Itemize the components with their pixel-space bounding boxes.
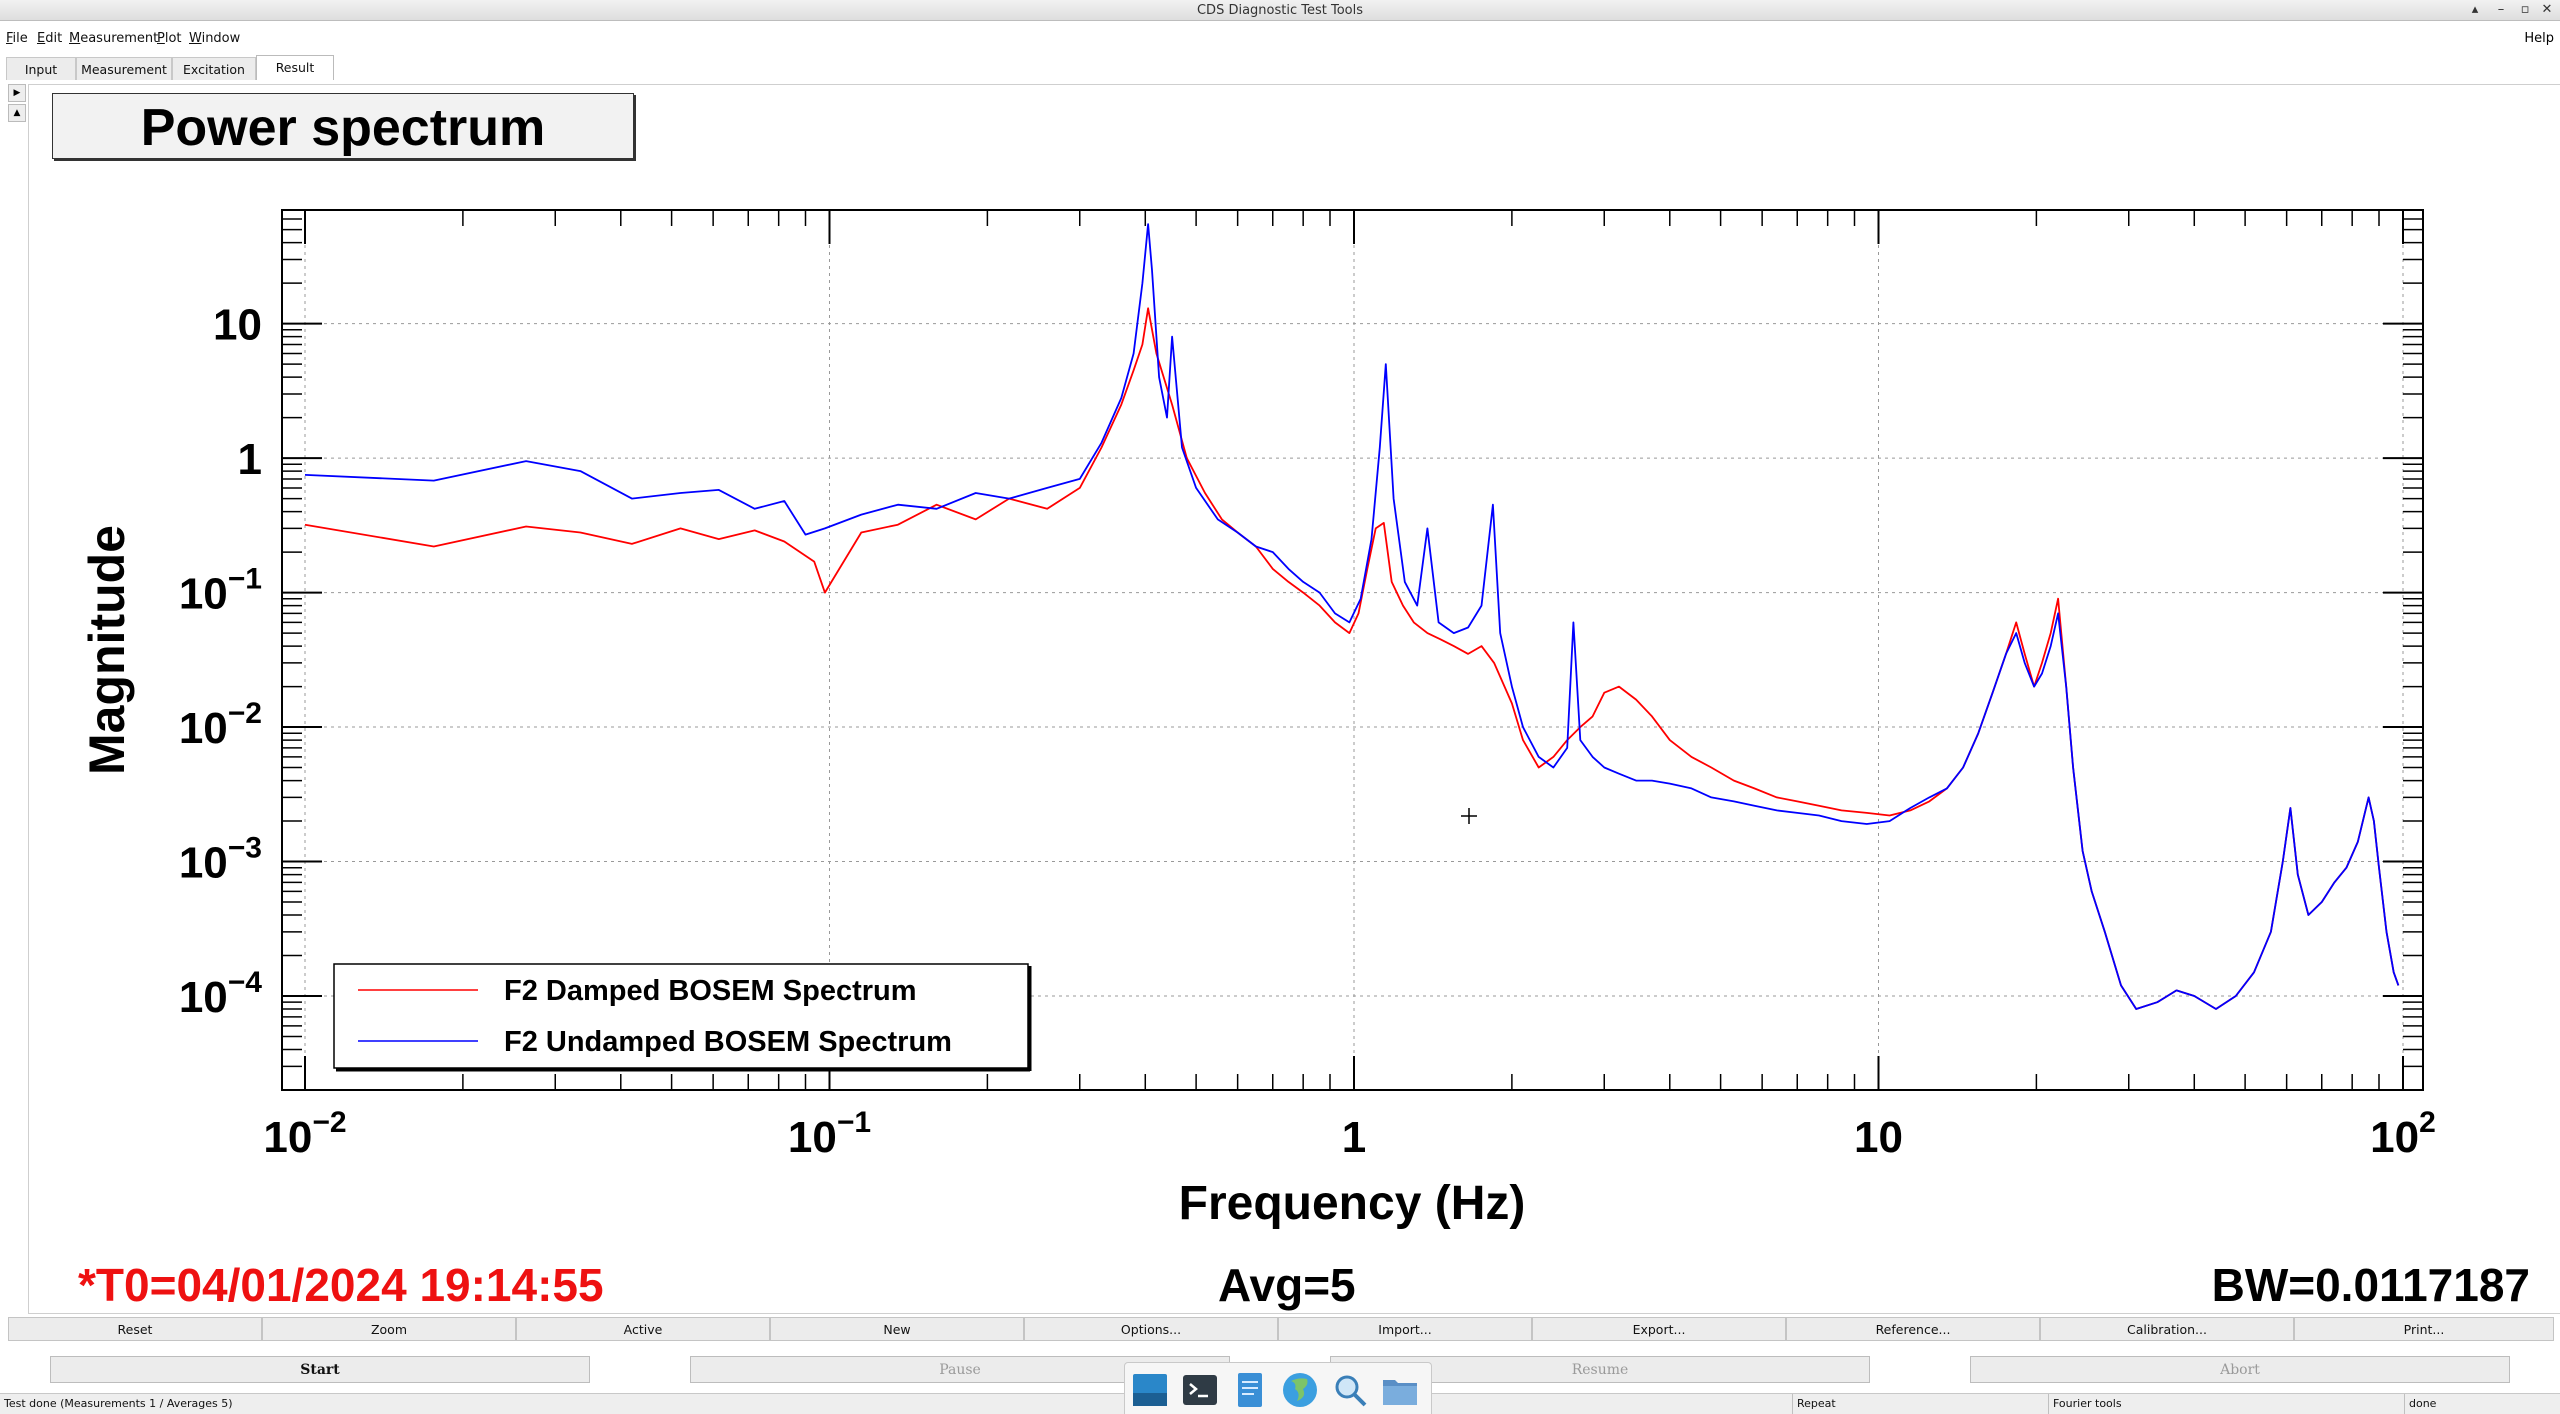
y-tick-label: 10−3 — [179, 832, 262, 888]
tab-excitation[interactable]: Excitation — [172, 57, 256, 80]
tab-result[interactable]: Result — [256, 55, 334, 80]
x-tick-label: 10−2 — [263, 1106, 346, 1162]
x-tick-label: 102 — [2370, 1106, 2436, 1162]
search-icon[interactable] — [1331, 1371, 1369, 1409]
cursor-crosshair-icon — [1461, 808, 1477, 824]
undamped-series-line — [304, 223, 2400, 1010]
t0-timestamp: *T0=04/01/2024 19:14:55 — [78, 1259, 604, 1311]
averages-count: Avg=5 — [1218, 1259, 1356, 1311]
menu-edit[interactable]: Edit — [37, 31, 62, 46]
x-axis-label: Frequency (Hz) — [1179, 1177, 1526, 1230]
plot-button-bar: Reset Zoom Active New Options... Import.… — [8, 1317, 2560, 1342]
reference-button[interactable]: Reference... — [1786, 1317, 2040, 1341]
maximize-window-icon[interactable]: ▫ — [2520, 2, 2530, 17]
import-button[interactable]: Import... — [1278, 1317, 1532, 1341]
status-message: Test done (Measurements 1 / Averages 5) — [4, 1397, 233, 1410]
menu-file-rest: ile — [12, 31, 28, 46]
title-bar: CDS Diagnostic Test Tools ▴ – ▫ ✕ — [0, 0, 2560, 21]
menu-edit-accel: E — [37, 31, 46, 46]
damped-series-line — [304, 307, 2400, 1010]
power-spectrum-plot[interactable]: 10−2 10−1 1 10 102 10−4 10−3 10−2 10−1 1 10 Frequ… — [0, 0, 2560, 1313]
menu-file-accel: F — [6, 31, 13, 46]
menu-plot-rest: lot — [164, 31, 182, 46]
menu-window[interactable]: Window — [189, 31, 240, 46]
y-tick-label: 10−4 — [179, 966, 262, 1022]
menu-bar: File Edit Measurement Plot Window Help — [0, 28, 2560, 50]
run-control-bar: Start Pause Resume Abort — [0, 1356, 2560, 1386]
bandwidth-value: BW=0.0117187 — [2211, 1259, 2530, 1311]
result-panel — [28, 84, 2560, 1314]
new-button[interactable]: New — [770, 1317, 1024, 1341]
menu-measurement-accel: M — [69, 31, 81, 46]
reset-button[interactable]: Reset — [8, 1317, 262, 1341]
expand-arrow-icon[interactable]: ▶ — [8, 84, 26, 102]
legend: F2 Damped BOSEM Spectrum F2 Undamped BOS… — [333, 963, 1032, 1072]
menu-plot[interactable]: Plot — [157, 31, 182, 46]
status-tool: Fourier tools — [2048, 1394, 2403, 1414]
tab-measurement[interactable]: Measurement — [76, 57, 172, 80]
menu-help[interactable]: Help — [2524, 31, 2554, 46]
calibration-button[interactable]: Calibration... — [2040, 1317, 2294, 1341]
minimize-window-icon[interactable]: – — [2497, 2, 2505, 17]
collapse-arrow-icon[interactable]: ▲ — [8, 104, 26, 122]
options-button[interactable]: Options... — [1024, 1317, 1278, 1341]
plot-title-box: Power spectrum — [52, 93, 634, 159]
zoom-button[interactable]: Zoom — [262, 1317, 516, 1341]
shade-window-icon[interactable]: ▴ — [2471, 2, 2479, 17]
terminal-icon[interactable] — [1181, 1371, 1219, 1409]
menu-measurement[interactable]: Measurement — [69, 31, 158, 46]
taskbar-dock — [1124, 1362, 1432, 1414]
abort-button[interactable]: Abort — [1970, 1356, 2510, 1383]
print-button[interactable]: Print... — [2294, 1317, 2554, 1341]
y-tick-label: 1 — [238, 435, 262, 484]
menu-plot-accel: P — [157, 31, 165, 46]
x-tick-label: 10−1 — [788, 1106, 871, 1162]
export-button[interactable]: Export... — [1532, 1317, 1786, 1341]
x-tick-label: 10 — [1854, 1113, 1903, 1162]
plot-frame — [281, 209, 2424, 1091]
web-browser-icon[interactable] — [1281, 1371, 1319, 1409]
desktop-icon[interactable] — [1131, 1371, 1169, 1409]
menu-measurement-rest: easurement — [80, 31, 159, 46]
active-button[interactable]: Active — [516, 1317, 770, 1341]
file-manager-icon[interactable] — [1381, 1371, 1419, 1409]
y-tick-label: 10−1 — [179, 563, 262, 619]
tab-input[interactable]: Input — [6, 57, 76, 80]
menu-window-rest: indow — [201, 31, 241, 46]
y-axis-label: Magnitude — [79, 525, 135, 775]
legend-label-damped: F2 Damped BOSEM Spectrum — [504, 975, 917, 1007]
status-repeat: Repeat — [1792, 1394, 2047, 1414]
status-state: done — [2404, 1394, 2559, 1414]
start-button[interactable]: Start — [50, 1356, 590, 1383]
plot-title: Power spectrum — [140, 99, 546, 157]
y-tick-label: 10 — [213, 301, 262, 350]
side-arrow-group: ▶ ▲ — [8, 84, 26, 124]
close-window-icon[interactable]: ✕ — [2541, 2, 2553, 17]
menu-edit-rest: dit — [45, 31, 63, 46]
x-tick-label: 1 — [1342, 1113, 1366, 1162]
legend-label-undamped: F2 Undamped BOSEM Spectrum — [504, 1026, 952, 1058]
text-editor-icon[interactable] — [1231, 1371, 1269, 1409]
menu-file[interactable]: File — [6, 31, 28, 46]
window-title: CDS Diagnostic Test Tools — [1196, 3, 1364, 18]
y-tick-label: 10−2 — [179, 697, 262, 753]
menu-window-accel: W — [189, 31, 202, 46]
